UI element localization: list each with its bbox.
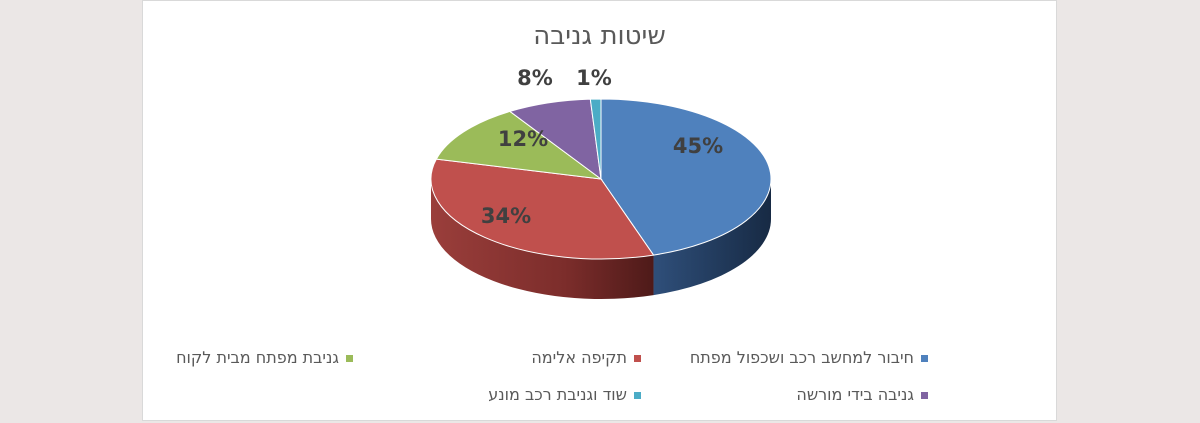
legend-item: חיבור למחשב רכב ושכפול מפתח: [690, 348, 928, 367]
data-label: 8%: [517, 66, 553, 90]
legend-swatch: [346, 355, 353, 362]
pie-slice: [435, 110, 603, 180]
pie-chart: 45% 34% 12% 8% 1%: [430, 66, 772, 299]
chart-title: שיטות גניבה: [533, 21, 666, 51]
data-label: 12%: [498, 127, 548, 151]
legend-label: תקיפה אלימה: [531, 348, 627, 367]
legend-item: גניבה בידי מורשה: [796, 385, 928, 404]
data-label: 45%: [673, 134, 723, 158]
legend-item: תקיפה אלימה: [531, 348, 641, 367]
legend-item: שוד וגניבת רכב מונע: [488, 385, 641, 404]
pie-slice: [600, 98, 772, 256]
pie-slice: [430, 158, 655, 260]
legend-swatch: [921, 392, 928, 399]
data-label: 1%: [576, 66, 612, 90]
legend-label: גניבה בידי מורשה: [796, 385, 914, 404]
chart-panel: שיטות גניבה 45% 34% 12% 8% 1% חיבור למחשב רכ…: [142, 0, 1057, 421]
legend-label: גניבת מפתח מבית לקוח: [176, 348, 339, 367]
legend-swatch: [634, 392, 641, 399]
legend-item: גניבת מפתח מבית לקוח: [176, 348, 353, 367]
pie-slice: [589, 98, 602, 180]
legend-label: שוד וגניבת רכב מונע: [488, 385, 627, 404]
data-label: 34%: [481, 204, 531, 228]
legend-swatch: [634, 355, 641, 362]
legend-label: חיבור למחשב רכב ושכפול מפתח: [689, 348, 914, 367]
pie-slice-side: [653, 179, 771, 296]
legend-swatch: [921, 355, 928, 362]
pie-slice-side: [431, 179, 654, 299]
